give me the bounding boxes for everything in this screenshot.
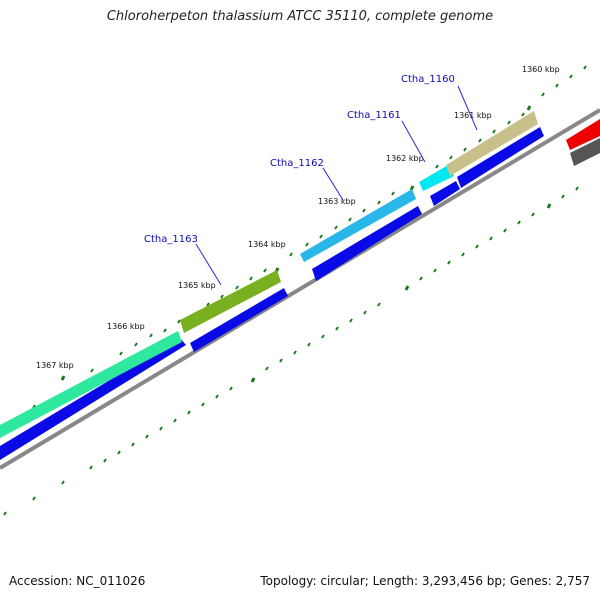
cds-feature[interactable] <box>457 127 544 188</box>
gene-feature-ctha-1160[interactable] <box>446 111 538 176</box>
genome-backbone <box>0 108 600 470</box>
cds-feature[interactable] <box>190 288 288 352</box>
inner-tick-row <box>3 186 579 516</box>
tick-label: 1362 kbp <box>386 154 424 163</box>
gene-feature-ctha-1162[interactable] <box>300 189 416 262</box>
gene-leaders <box>195 85 478 286</box>
accession-text: Accession: NC_011026 <box>9 574 146 588</box>
tick-label: 1367 kbp <box>36 361 74 370</box>
cds-track <box>0 127 544 460</box>
tick-label: 1365 kbp <box>178 281 216 290</box>
gene-feature-ctha-1163[interactable] <box>180 270 281 333</box>
gene-track <box>0 111 600 438</box>
gene-feature-dark[interactable] <box>570 138 600 166</box>
gene-feature-main[interactable] <box>0 331 182 438</box>
gene-label-ctha-1163: Ctha_1163 <box>144 234 198 245</box>
gene-label-ctha-1162: Ctha_1162 <box>270 158 324 169</box>
cds-feature[interactable] <box>430 181 460 206</box>
tick-label: 1364 kbp <box>248 240 286 249</box>
outer-tick-row <box>3 65 587 427</box>
cds-feature[interactable] <box>0 338 186 460</box>
gene-label-ctha-1160: Ctha_1160 <box>401 74 455 85</box>
tick-label: 1363 kbp <box>318 197 356 206</box>
genome-summary-text: Topology: circular; Length: 3,293,456 bp… <box>260 574 590 588</box>
cds-feature[interactable] <box>312 206 422 281</box>
gene-feature-upper-red[interactable] <box>566 119 600 150</box>
gene-labels: Ctha_1160 Ctha_1161 Ctha_1162 Ctha_1163 <box>144 74 455 245</box>
gene-label-ctha-1161: Ctha_1161 <box>347 110 401 121</box>
tick-label: 1361 kbp <box>454 111 492 120</box>
tick-label: 1366 kbp <box>107 322 145 331</box>
gene-feature-ctha-1161[interactable] <box>419 164 454 191</box>
map-title: Chloroherpeton thalassium ATCC 35110, co… <box>106 9 494 24</box>
kbp-labels: 1360 kbp 1361 kbp 1362 kbp 1363 kbp 1364… <box>36 65 560 370</box>
tick-label: 1360 kbp <box>522 65 560 74</box>
